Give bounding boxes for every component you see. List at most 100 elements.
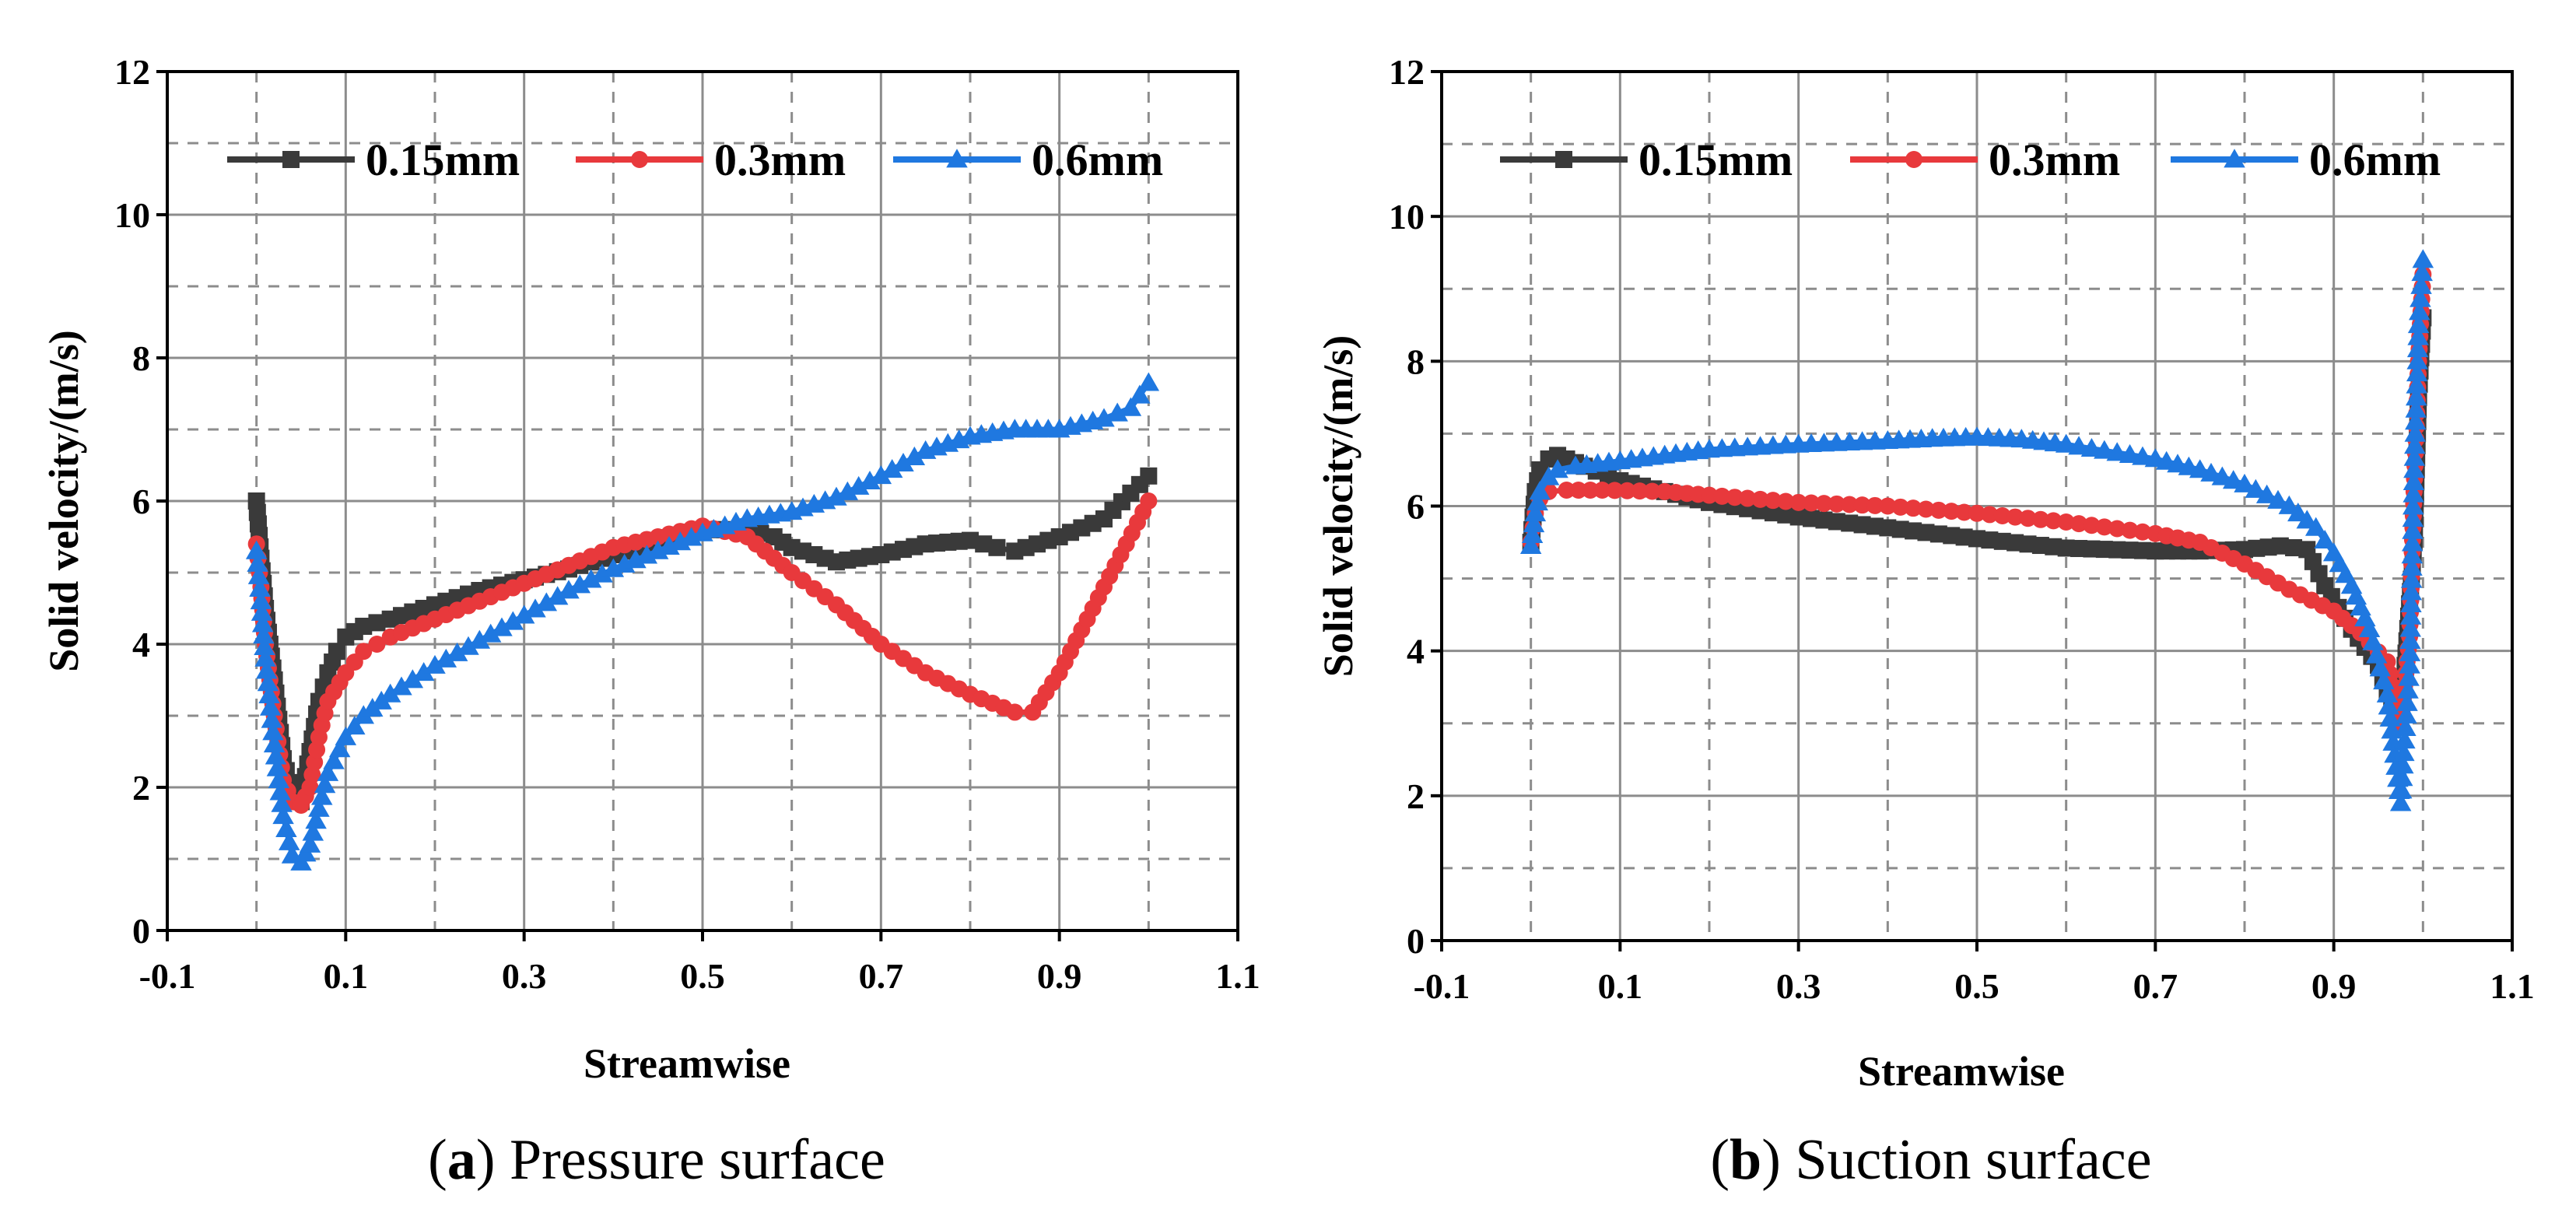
data-point [2403,496,2424,515]
data-point [1777,492,1795,510]
x-tick-label: 0.1 [324,956,369,996]
data-point [1140,467,1158,485]
data-point [250,590,272,610]
x-tick-label: 0.7 [2133,966,2178,1006]
data-point [1137,372,1160,391]
data-point [299,833,321,853]
data-point [259,696,282,716]
data-point [2108,520,2126,538]
data-point [2255,484,2278,503]
y-tick-label: 2 [132,768,150,808]
y-tick-label: 10 [1389,197,1425,237]
legend-swatch-marker [282,151,300,168]
data-point [328,738,351,758]
data-point [379,683,401,703]
data-point [1529,481,1551,500]
legend-label: 0.6mm [2309,135,2441,185]
data-point [2119,443,2141,463]
data-point [2376,683,2399,703]
data-point [2404,435,2426,454]
data-point [1726,489,1744,506]
data-point [2396,704,2417,724]
data-point [2045,512,2063,530]
data-point [2019,510,2037,527]
data-point [424,654,446,674]
data-point [335,726,357,745]
data-point [2406,338,2429,358]
data-point [2133,523,2151,541]
data-point [1120,397,1142,416]
data-point [268,769,290,789]
data-point [2405,411,2427,430]
data-point [2407,314,2430,334]
caption-b: (b) Suction surface [1710,1128,2151,1192]
data-point [513,604,535,624]
data-point [275,818,297,837]
data-point [2400,593,2422,613]
data-point [2399,630,2421,650]
data-point [1803,494,1821,512]
data-point [2362,631,2384,650]
x-tick-label: -0.1 [139,956,196,996]
data-point [2406,350,2428,370]
data-point [311,786,333,805]
data-point [257,672,279,692]
data-point [1968,504,1985,522]
legend-label: 0.15mm [366,135,520,185]
data-point [1569,482,1587,499]
data-point [2234,473,2255,492]
data-point [2083,517,2101,534]
legend-label: 0.3mm [714,135,846,185]
data-point [569,574,591,594]
x-tick-label: 0.3 [502,956,547,996]
data-point [1815,495,1833,513]
data-point [546,586,569,605]
data-point [2406,374,2427,394]
data-point [502,611,524,630]
data-point [253,625,275,644]
data-point [2031,510,2049,528]
y-tick-label: 12 [114,52,150,92]
data-point [2404,422,2427,442]
data-point [558,580,580,599]
data-point [580,569,602,588]
data-point [2373,671,2395,690]
y-tick-label: 12 [1389,52,1425,92]
data-point [2400,581,2423,601]
data-point [2406,363,2428,382]
data-point [2358,618,2381,638]
data-point [1981,506,1999,524]
data-point [1558,482,1575,499]
data-point [2369,657,2392,677]
data-point [2403,471,2425,490]
data-point [1917,500,1935,518]
data-point [2401,545,2424,564]
x-tick-label: -0.1 [1414,966,1470,1006]
data-point [2389,792,2412,811]
data-point [962,531,979,549]
data-point [401,669,424,689]
data-point [836,481,859,500]
data-point [1643,482,1661,500]
data-point [247,552,268,572]
data-point [2401,532,2424,552]
data-point [355,643,373,661]
y-tick-label: 4 [1407,632,1425,671]
data-point [988,538,1006,556]
x-tick-label: 0.7 [859,956,904,996]
legend-swatch-marker [2224,149,2245,168]
caption-a-letter: a [447,1128,476,1192]
data-point [2407,326,2429,345]
data-point [446,642,468,661]
data-point [2400,569,2423,588]
data-point [266,757,289,776]
data-point [2411,262,2433,282]
data-point [1993,506,2011,524]
data-point [251,613,274,633]
data-point [261,709,283,728]
legend: 0.15mm 0.3mm 0.6mm [227,135,1163,185]
data-point [2094,440,2115,459]
data-point [1547,459,1568,478]
data-point [2405,387,2427,406]
